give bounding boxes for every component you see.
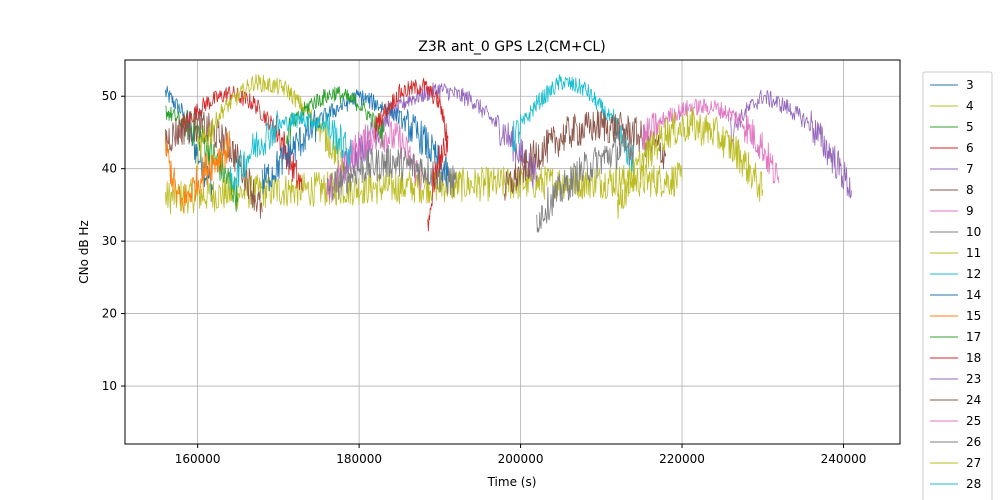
legend-label-9: 9 [966,204,974,218]
series-line-12 [512,74,634,173]
x-axis: 160000 180000 200000 220000 240000 [175,444,867,466]
legend-label-28: 28 [966,477,981,491]
series-line-17 [286,86,384,148]
legend-label-18: 18 [966,351,981,365]
series-layer [165,73,852,233]
y-tick-label: 50 [102,89,117,103]
series-line-27 [617,108,764,219]
x-tick-label: 200000 [498,452,544,466]
series-line-4 [165,162,683,215]
y-tick-label: 20 [102,307,117,321]
y-tick-label: 30 [102,234,117,248]
legend-label-10: 10 [966,225,981,239]
series-line-14 [261,89,449,195]
legend-label-15: 15 [966,309,981,323]
legend-label-7: 7 [966,162,974,176]
grid [125,60,900,444]
y-axis-label: CNo dB Hz [77,220,91,284]
legend-label-26: 26 [966,435,981,449]
series-line-18 [374,77,449,232]
series-line-23 [730,89,852,199]
series-line-25 [641,98,780,184]
legend-label-27: 27 [966,456,981,470]
y-tick-label: 40 [102,162,117,176]
legend-label-24: 24 [966,393,981,407]
legend-label-14: 14 [966,288,981,302]
series-line-24 [504,109,667,201]
legend-label-25: 25 [966,414,981,428]
y-axis: 10 20 30 40 50 [102,89,125,393]
plot-frame [124,59,901,445]
x-axis-label: Time (s) [487,475,537,489]
x-tick-label: 180000 [336,452,382,466]
legend-label-3: 3 [966,78,974,92]
x-tick-label: 240000 [821,452,867,466]
series-line-26 [536,133,634,233]
series-line-28 [229,110,352,192]
legend-label-8: 8 [966,183,974,197]
legend-label-17: 17 [966,330,981,344]
legend-frame [922,71,993,500]
legend-label-23: 23 [966,372,981,386]
series-line-3 [165,85,215,202]
legend-label-6: 6 [966,141,974,155]
legend-label-12: 12 [966,267,981,281]
x-tick-label: 220000 [659,452,705,466]
legend-label-5: 5 [966,120,974,134]
chart-title: Z3R ant_0 GPS L2(CM+CL) [418,39,605,55]
x-tick-label: 160000 [175,452,221,466]
legend-label-4: 4 [966,99,974,113]
y-tick-label: 10 [102,379,117,393]
series-line-15 [165,130,231,214]
legend-label-11: 11 [966,246,981,260]
legend: 3 4 5 6 7 8 9 10 11 12 14 15 17 18 23 24 25 26 27 28 [922,71,993,500]
